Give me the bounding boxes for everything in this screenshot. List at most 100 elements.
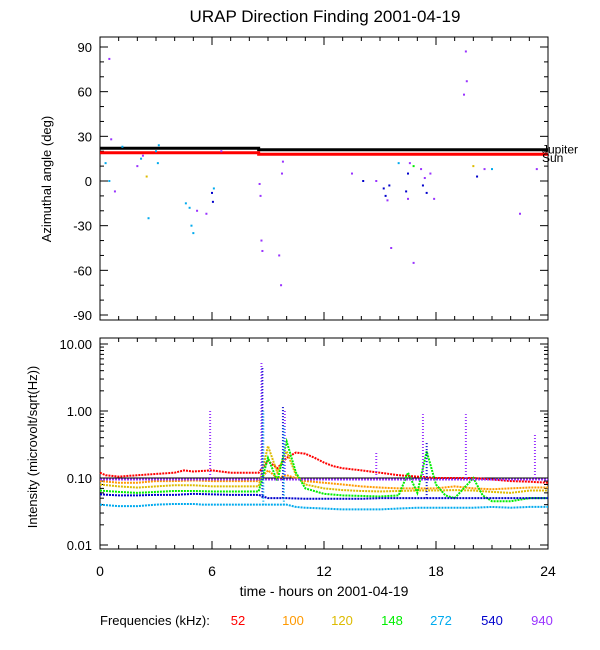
azimuth-point bbox=[211, 200, 214, 203]
azimuth-points bbox=[104, 50, 538, 287]
azimuth-point bbox=[351, 172, 353, 175]
azimuth-point bbox=[384, 194, 387, 197]
azimuth-series-940 bbox=[108, 50, 538, 287]
azimuth-point bbox=[145, 175, 148, 178]
azimuth-point bbox=[281, 160, 284, 163]
azimuth-plot-frame bbox=[99, 36, 549, 321]
azimuth-point bbox=[390, 247, 393, 249]
x-axis-label: time - hours on 2001-04-19 bbox=[240, 583, 409, 599]
azimuth-point bbox=[433, 197, 436, 200]
azimuth-point bbox=[121, 145, 124, 148]
azimuth-point bbox=[388, 184, 391, 187]
azimuth-point bbox=[108, 180, 111, 182]
azimuth-point bbox=[157, 144, 160, 147]
azimuth-point bbox=[407, 172, 409, 175]
azimuth-series-272 bbox=[104, 144, 493, 235]
intensity-panel: 10.00 1.00 0.10 0.01 0 6 12 18 24 Intensity (mic… bbox=[25, 337, 556, 599]
azimuth-y-tick-label: 0 bbox=[85, 174, 92, 189]
reference-line-sun bbox=[100, 151, 548, 156]
azimuth-y-tick-label: -30 bbox=[73, 219, 92, 234]
azimuth-series-120 bbox=[145, 165, 475, 178]
azimuth-point bbox=[211, 191, 213, 194]
legend-entry-100: 100 bbox=[282, 613, 304, 628]
intensity-series-100 bbox=[99, 468, 548, 491]
azimuth-point bbox=[184, 202, 187, 205]
azimuth-point bbox=[212, 187, 215, 190]
azimuth-point bbox=[519, 212, 521, 215]
azimuth-point bbox=[429, 172, 432, 175]
azimuth-point bbox=[108, 57, 111, 60]
azimuth-point bbox=[220, 150, 223, 153]
azimuth-point bbox=[136, 165, 139, 168]
azimuth-point bbox=[147, 217, 150, 220]
legend-entry-540: 540 bbox=[481, 613, 503, 628]
azimuth-point bbox=[261, 249, 264, 252]
x-tick-label: 18 bbox=[428, 563, 444, 579]
intensity-plot-frame bbox=[99, 337, 549, 550]
azimuth-point bbox=[260, 239, 263, 242]
azimuth-point bbox=[412, 261, 415, 264]
intensity-y-tick-label: 1.00 bbox=[67, 404, 92, 419]
azimuth-point bbox=[141, 154, 144, 157]
reference-line-jupiter bbox=[100, 146, 548, 152]
azimuth-point bbox=[155, 150, 157, 153]
x-tick-label: 6 bbox=[208, 563, 216, 579]
azimuth-point bbox=[421, 184, 424, 187]
azimuth-point bbox=[472, 165, 475, 168]
legend-title: Frequencies (kHz): bbox=[100, 613, 210, 628]
azimuth-point bbox=[463, 93, 465, 96]
intensity-y-axis-label: Intensity (microvolt/sqrt(Hz)) bbox=[25, 366, 40, 529]
azimuth-y-tick-label: -60 bbox=[73, 263, 92, 278]
azimuth-axes: 90 60 30 0 -30 -60 -90 bbox=[73, 37, 549, 323]
azimuth-point bbox=[476, 175, 479, 178]
reference-label-jupiter: Jupiter bbox=[542, 143, 578, 157]
intensity-y-tick-label: 10.00 bbox=[59, 337, 92, 352]
azimuth-series-540 bbox=[211, 172, 479, 203]
azimuth-point bbox=[465, 80, 468, 83]
azimuth-y-tick-label: 60 bbox=[78, 85, 92, 100]
azimuth-y-tick-label: -90 bbox=[73, 308, 92, 323]
azimuth-y-tick-label: 90 bbox=[78, 40, 92, 55]
azimuth-point bbox=[259, 194, 262, 197]
azimuth-point bbox=[382, 187, 385, 190]
azimuth-series-148 bbox=[412, 165, 415, 168]
azimuth-point bbox=[412, 165, 415, 168]
azimuth-point bbox=[405, 190, 408, 193]
legend-entry-272: 272 bbox=[430, 613, 452, 628]
legend-entry-120: 120 bbox=[331, 613, 353, 628]
azimuth-point bbox=[104, 162, 107, 165]
intensity-series-540 bbox=[99, 492, 548, 500]
azimuth-point bbox=[113, 190, 116, 193]
azimuth-point bbox=[420, 168, 423, 171]
intensity-y-tick-label: 0.01 bbox=[67, 538, 92, 553]
azimuth-point bbox=[375, 180, 378, 182]
azimuth-point bbox=[386, 199, 389, 202]
legend-entry-940: 940 bbox=[531, 613, 553, 628]
intensity-series-52 bbox=[99, 451, 549, 484]
azimuth-point bbox=[423, 177, 426, 180]
azimuth-y-tick-label: 30 bbox=[78, 129, 92, 144]
azimuth-point bbox=[192, 232, 195, 235]
azimuth-point bbox=[281, 172, 283, 175]
azimuth-point bbox=[140, 157, 143, 160]
x-tick-label: 12 bbox=[316, 563, 332, 579]
azimuth-point bbox=[110, 138, 113, 141]
azimuth-y-axis-label: Azimuthal angle (deg) bbox=[39, 116, 54, 242]
azimuth-point bbox=[425, 191, 428, 194]
intensity-series bbox=[99, 361, 549, 511]
frequency-legend: Frequencies (kHz): 52 100 120 148 272 540 940 bbox=[100, 613, 553, 628]
azimuth-point bbox=[188, 206, 191, 209]
azimuth-point bbox=[258, 182, 261, 185]
azimuth-point bbox=[491, 168, 493, 171]
azimuth-point bbox=[483, 168, 486, 171]
x-tick-label: 0 bbox=[96, 563, 104, 579]
legend-entry-148: 148 bbox=[381, 613, 403, 628]
azimuth-point bbox=[190, 224, 193, 227]
legend-entry-52: 52 bbox=[231, 613, 245, 628]
intensity-series-120 bbox=[99, 442, 548, 494]
reference-label-sun: Sun bbox=[542, 151, 563, 165]
azimuth-point bbox=[156, 162, 159, 165]
